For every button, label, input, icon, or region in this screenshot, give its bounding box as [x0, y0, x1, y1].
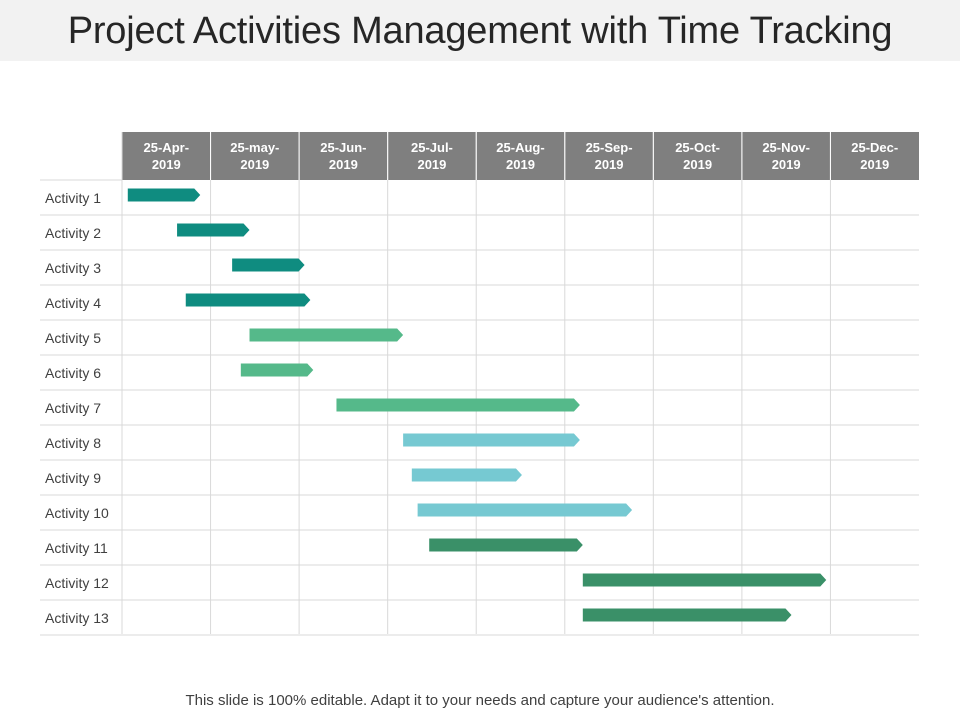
activity-bar [177, 223, 250, 237]
activity-label: Activity 2 [45, 225, 101, 241]
column-header-label: 25-Sep- [586, 140, 633, 155]
activity-label: Activity 12 [45, 575, 109, 591]
activity-bar [336, 398, 580, 412]
activity-label: Activity 11 [45, 540, 108, 556]
activity-label: Activity 9 [45, 470, 101, 486]
footer-note: This slide is 100% editable. Adapt it to… [185, 692, 775, 709]
activity-label: Activity 10 [45, 505, 109, 521]
activity-bar [127, 188, 201, 202]
timeline-header [122, 132, 919, 180]
column-header-label: 25-may- [230, 140, 279, 155]
activity-bar [582, 608, 792, 622]
activity-bar [403, 433, 580, 447]
column-header-label: 25-Oct- [675, 140, 720, 155]
activity-label: Activity 3 [45, 260, 101, 276]
column-header-label: 2019 [152, 157, 181, 172]
activity-label: Activity 6 [45, 365, 101, 381]
column-header-label: 2019 [772, 157, 801, 172]
activity-bar [240, 363, 314, 377]
column-header-label: 2019 [329, 157, 358, 172]
title-band [0, 0, 960, 61]
column-header-label: 25-Nov- [762, 140, 810, 155]
activity-bar [185, 293, 311, 307]
page-title: Project Activities Management with Time … [67, 10, 893, 52]
activity-label: Activity 4 [45, 295, 101, 311]
activity-label: Activity 5 [45, 330, 101, 346]
activity-label: Activity 1 [45, 190, 101, 206]
column-header-label: 2019 [595, 157, 624, 172]
activity-label: Activity 8 [45, 435, 101, 451]
column-header-label: 25-Aug- [496, 140, 544, 155]
column-header-label: 2019 [240, 157, 269, 172]
column-header-label: 2019 [506, 157, 535, 172]
activity-bar [417, 503, 633, 517]
activity-label: Activity 7 [45, 400, 101, 416]
activity-bar [249, 328, 404, 342]
activity-bar [232, 258, 305, 272]
column-header-label: 25-Jul- [411, 140, 453, 155]
column-header-label: 2019 [683, 157, 712, 172]
activity-bar [411, 468, 522, 482]
column-header-label: 25-Dec- [851, 140, 898, 155]
activity-bar [582, 573, 827, 587]
activity-bar [429, 538, 583, 552]
column-header-label: 2019 [417, 157, 446, 172]
column-header-label: 25-Apr- [144, 140, 190, 155]
column-header-label: 2019 [860, 157, 889, 172]
column-header-label: 25-Jun- [320, 140, 366, 155]
activity-label: Activity 13 [45, 610, 109, 626]
